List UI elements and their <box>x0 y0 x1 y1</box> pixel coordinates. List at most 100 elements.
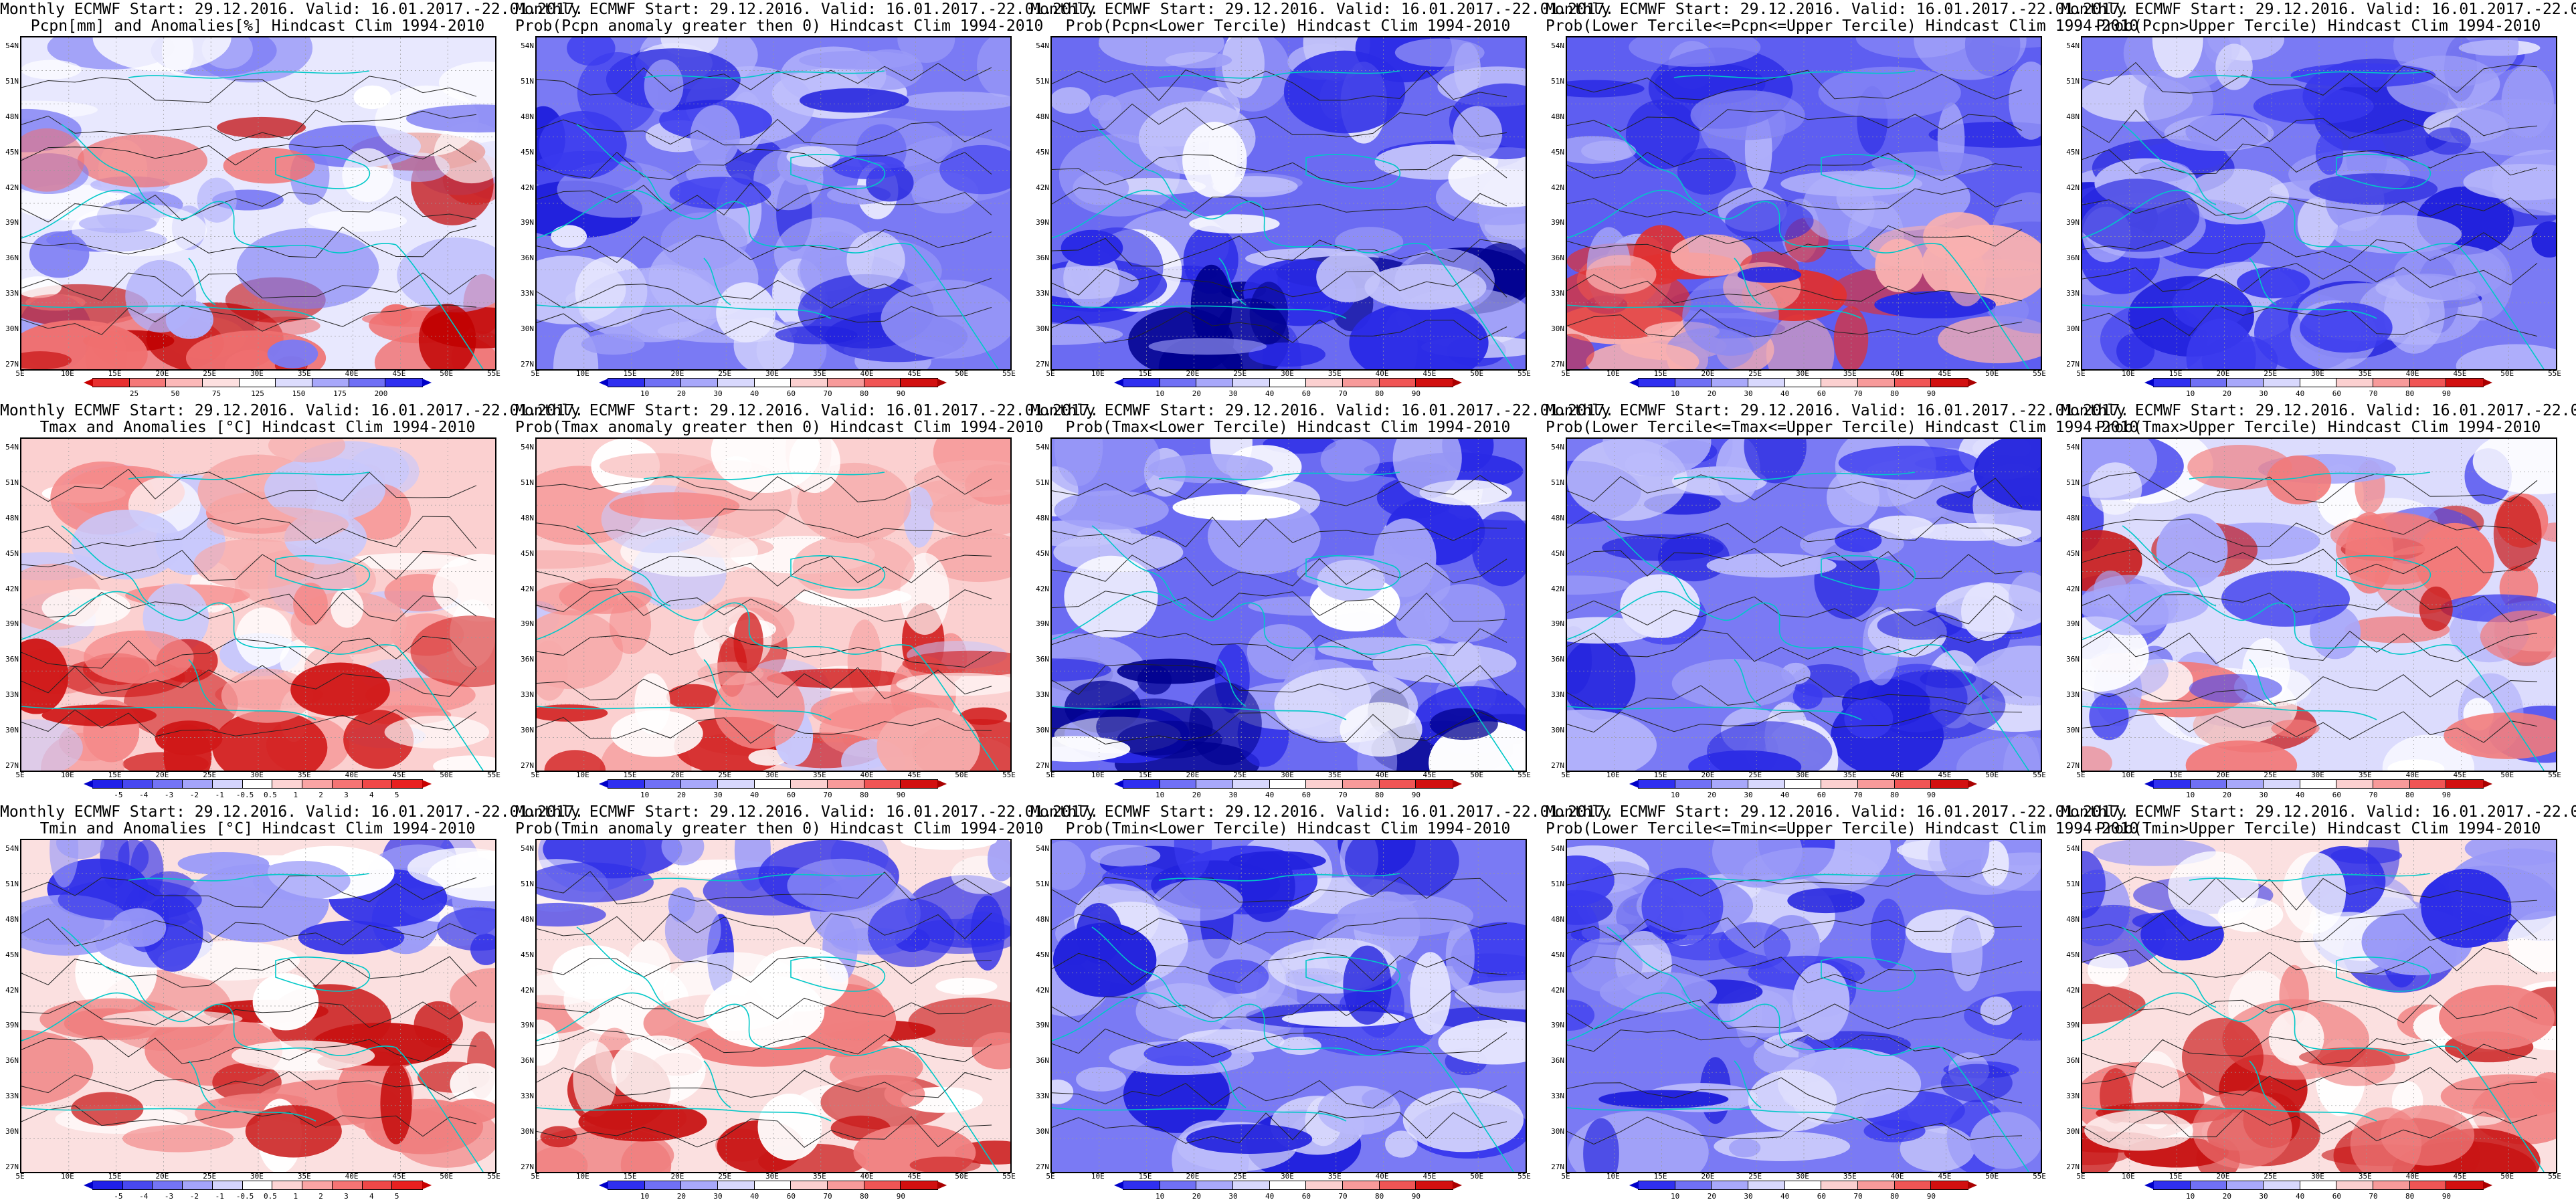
colorbar-tick-label: -5 <box>114 1192 123 1201</box>
colorbar-swatch <box>717 779 755 789</box>
colorbar-swatch <box>680 779 719 789</box>
map-field <box>1567 37 2041 369</box>
colorbar-tick-label: 60 <box>2332 791 2341 799</box>
colorbar-swatch <box>1857 1181 1896 1190</box>
contour-lines <box>1052 69 1507 344</box>
longitude-label: 5E <box>1046 1172 1055 1181</box>
latitude-label: 27N <box>2066 360 2080 369</box>
map-field <box>1567 439 2041 771</box>
colorbar-tick-label: 90 <box>896 389 905 398</box>
panel-subtitle: Prob(Lower Tercile<=Tmax<=Upper Tercile)… <box>1546 419 2139 436</box>
colorbar-swatch <box>2226 378 2265 387</box>
lat-lon-grid <box>21 840 495 1172</box>
colorbar-tick-label: 70 <box>1853 791 1863 799</box>
colorbar-swatch <box>2409 1181 2448 1190</box>
latitude-label: 27N <box>5 360 19 369</box>
longitude-label: 35E <box>1843 1172 1857 1181</box>
map-field <box>2082 840 2556 1172</box>
map-field <box>537 840 1010 1172</box>
colorbar-swatch <box>1123 779 1161 789</box>
colorbar-swatch <box>937 379 947 387</box>
colorbar-tick-label: 10 <box>2186 1192 2195 1201</box>
contour-lines <box>21 875 477 1137</box>
colorbar-swatch <box>1930 378 1969 387</box>
longitude-label: 15E <box>1653 1172 1667 1181</box>
field-patches <box>2082 439 2556 771</box>
coastlines <box>1052 70 1514 369</box>
colorbar-swatch <box>211 779 244 789</box>
colorbar-swatch <box>1748 1181 1786 1190</box>
contour-lines <box>1052 475 1507 745</box>
coastlines <box>2082 472 2545 771</box>
latitude-label: 45N <box>2066 548 2080 558</box>
colorbar-tick-label: 20 <box>2222 1192 2231 1201</box>
colorbar-labels: 10 20 30 40 60 70 80 90 <box>1123 1192 1453 1201</box>
colorbar-tick-label: 40 <box>1780 791 1790 799</box>
longitude-label: 40E <box>345 369 359 378</box>
longitude-label: 15E <box>2169 771 2183 779</box>
colorbar-tick-label: 20 <box>2222 791 2231 799</box>
colorbar-tick-label: -1 <box>215 1192 224 1201</box>
colorbar-swatch <box>1711 779 1750 789</box>
colorbar-swatch <box>391 1181 424 1190</box>
latitude-label: 36N <box>1036 1056 1049 1066</box>
latitude-label: 51N <box>5 76 19 86</box>
panel-subtitle: Pcpn[mm] and Anomalies[%] Hindcast Clim … <box>30 17 485 35</box>
longitude-label: 45E <box>1422 771 1437 779</box>
longitude-label: 25E <box>2264 369 2278 378</box>
longitude-label: 10E <box>60 771 74 779</box>
colorbar-swatch <box>84 379 93 387</box>
longitude-label: 40E <box>1890 771 1904 779</box>
colorbar-swatch <box>1674 1181 1713 1190</box>
colorbar <box>1629 1181 1978 1190</box>
latitude-label: 33N <box>2066 690 2080 700</box>
colorbar-swatch <box>599 1181 608 1189</box>
longitude-label: 30E <box>250 369 264 378</box>
colorbar-tick-label: -3 <box>164 1192 174 1201</box>
latitude-label: 39N <box>1551 1021 1564 1030</box>
panel-subtitle: Prob(Tmin>Upper Tercile) Hindcast Clim 1… <box>2096 820 2541 837</box>
panel-header: Monthly ECMWF Start: 29.12.2016. Valid: … <box>1546 402 2130 419</box>
longitude-label: 25E <box>718 771 732 779</box>
colorbar-tick-label: 70 <box>1338 389 1348 398</box>
colorbar-tick-label: 40 <box>1780 389 1790 398</box>
colorbar-swatch <box>1269 1181 1307 1190</box>
colorbar-swatch <box>753 378 792 387</box>
forecast-map-panel: Monthly ECMWF Start: 29.12.2016. Valid: … <box>515 401 1099 803</box>
longitude-label: 55E <box>1002 771 1016 779</box>
longitude-label: 35E <box>1327 771 1342 779</box>
map-field <box>21 37 495 369</box>
colorbar-swatch <box>1453 379 1463 387</box>
colorbar-tick-label: 40 <box>1265 791 1275 799</box>
colorbar-swatch <box>900 1181 939 1190</box>
longitude-label: 50E <box>955 1172 969 1181</box>
forecast-map-panel: Monthly ECMWF Start: 29.12.2016. Valid: … <box>0 0 583 401</box>
colorbar-swatch <box>1342 779 1380 789</box>
longitude-label: 5E <box>15 771 25 779</box>
longitude-label: 20E <box>1701 1172 1715 1181</box>
latitude-label: 39N <box>5 1021 19 1030</box>
colorbar-tick-label: 2 <box>318 791 323 799</box>
longitude-label: 20E <box>1701 369 1715 378</box>
latitude-label: 39N <box>521 619 534 629</box>
colorbar-tick-label: 70 <box>2369 791 2378 799</box>
latitude-label: 54N <box>1036 443 1049 452</box>
longitude-label: 45E <box>1938 771 1952 779</box>
colorbar-tick-label: 3 <box>344 791 349 799</box>
colorbar-swatch <box>2409 779 2448 789</box>
latitude-label: 27N <box>1551 360 1564 369</box>
colorbar-swatch <box>1305 378 1344 387</box>
latitude-label: 48N <box>1551 914 1564 924</box>
colorbar <box>1114 378 1463 387</box>
colorbar <box>2144 1181 2493 1190</box>
latitude-label: 39N <box>1036 1021 1049 1030</box>
forecast-map-panel: Monthly ECMWF Start: 29.12.2016. Valid: … <box>515 803 1099 1204</box>
longitude-label: 50E <box>440 1172 454 1181</box>
longitude-label: 40E <box>860 1172 874 1181</box>
map-field <box>1052 37 1526 369</box>
panel-header: Monthly ECMWF Start: 29.12.2016. Valid: … <box>2061 1 2576 18</box>
colorbar-swatch <box>2189 378 2228 387</box>
panel-subtitle: Prob(Tmax>Upper Tercile) Hindcast Clim 1… <box>2096 419 2541 436</box>
colorbar-labels: 10 20 30 40 60 70 80 90 <box>1639 791 1968 800</box>
colorbar-swatch <box>1638 378 1676 387</box>
